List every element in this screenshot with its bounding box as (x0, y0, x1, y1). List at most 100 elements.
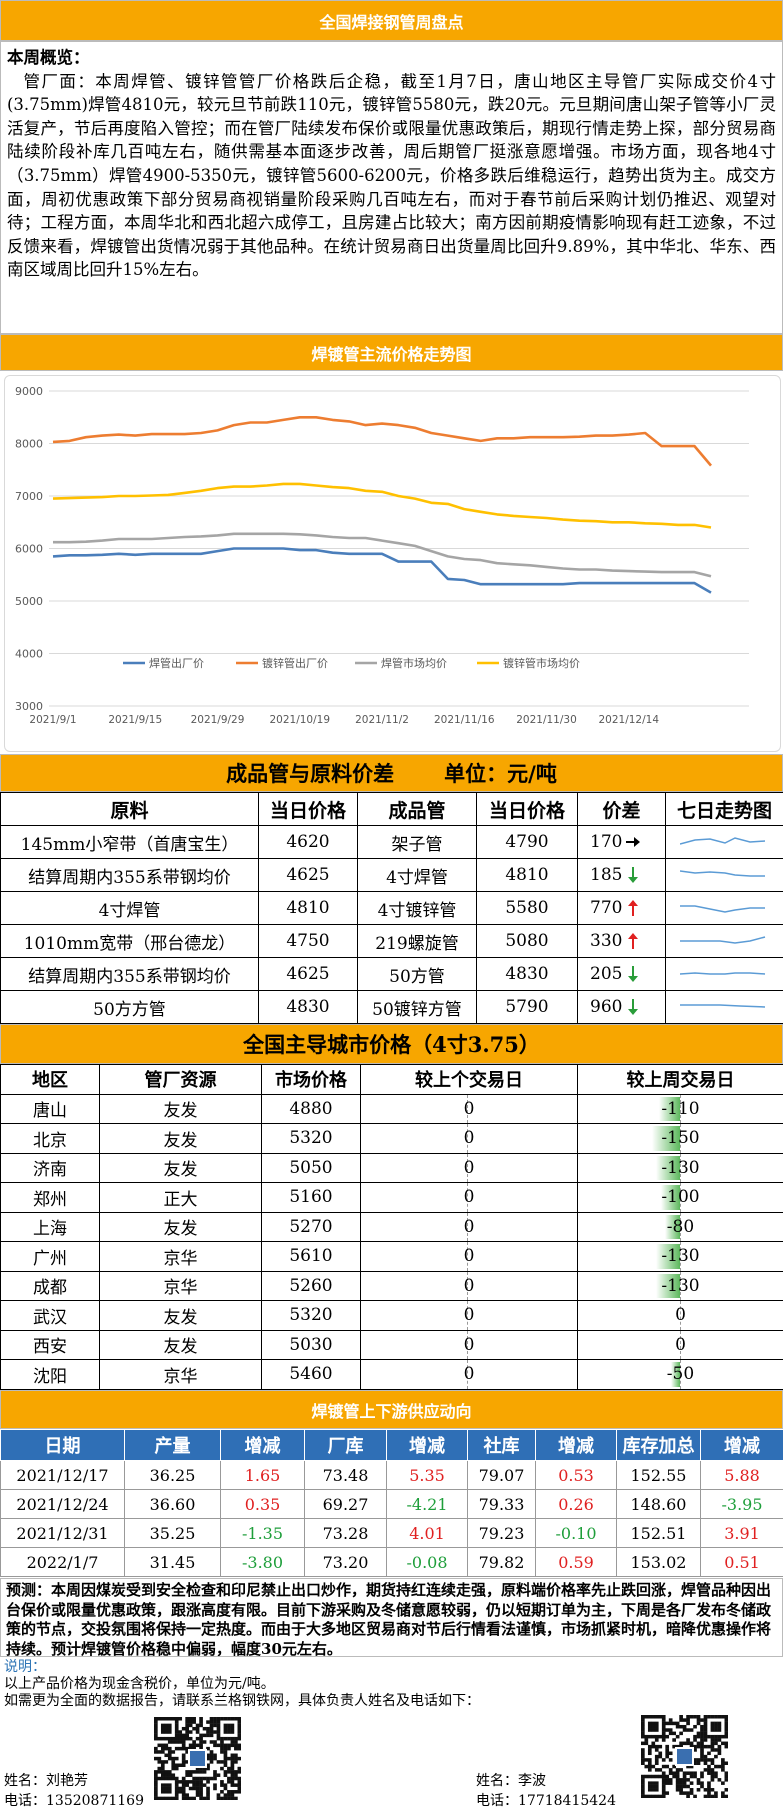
qr-module (641, 1774, 645, 1779)
axis-line (467, 1330, 468, 1359)
supply-section: 日期 产量 增减 厂库 增减 社库 增减 库存加总 增减 2021/12/17 36.25 1.65 7… (0, 1429, 783, 1577)
row: 沈阳 京华 5460 0 -50 (0, 1359, 783, 1390)
qr-module (661, 1771, 666, 1775)
qr-module (199, 1780, 203, 1784)
qr-module (675, 1781, 680, 1785)
qr-module (665, 1791, 670, 1795)
qr-module (185, 1773, 189, 1777)
qr-module (223, 1756, 228, 1761)
qr-module (721, 1781, 725, 1785)
qr-module (679, 1788, 683, 1792)
qr-module (651, 1744, 656, 1749)
change-value: 0 (463, 1216, 475, 1237)
qr-module (700, 1751, 704, 1756)
axis-line (680, 1360, 681, 1389)
qr-module (647, 1758, 652, 1762)
qr-module (213, 1773, 217, 1777)
qr-module (188, 1773, 193, 1777)
qr-module (154, 1726, 158, 1731)
qr-module (714, 1771, 718, 1775)
qr-module (724, 1794, 728, 1798)
qr-module (181, 1786, 186, 1791)
qr-module (174, 1756, 179, 1761)
qr-module (216, 1796, 221, 1800)
qr-module (195, 1766, 200, 1771)
qr-module (185, 1783, 189, 1787)
city-section: 地区 管厂资源 市场价格 较上个交易日 较上周交易日 唐山 友发 4880 0 -110 北京 友发 5… (0, 1064, 783, 1390)
sparkline (679, 905, 765, 913)
qr-module (675, 1734, 680, 1739)
qr-module (717, 1744, 722, 1749)
qr-module (195, 1793, 200, 1797)
qr-module (700, 1738, 704, 1742)
qr-module (223, 1763, 228, 1767)
cell: 0.53 (535, 1460, 617, 1490)
qr-module (689, 1715, 694, 1719)
qr-module (181, 1726, 186, 1731)
qr-module (171, 1740, 176, 1744)
qr-module (160, 1726, 165, 1731)
cell: 79.33 (467, 1489, 536, 1519)
qr-module (164, 1730, 169, 1734)
qr-module (724, 1788, 728, 1792)
city-title: 全国主导城市价格（4寸3.75） (0, 1024, 783, 1064)
cell: 友发 (99, 1123, 262, 1154)
qr-module (721, 1761, 725, 1765)
qr-module (178, 1786, 183, 1791)
qr-module (647, 1728, 652, 1732)
qr-module (178, 1733, 183, 1738)
qr-module (216, 1723, 221, 1728)
cell: 960 (577, 990, 666, 1024)
qr-module (199, 1770, 203, 1774)
qr-module (237, 1723, 241, 1728)
qr-module (647, 1774, 652, 1779)
qr-module (717, 1748, 722, 1752)
qr-module (192, 1783, 196, 1787)
qr-module (167, 1746, 172, 1751)
qr-module (651, 1788, 656, 1792)
header-cell: 管厂资源 (99, 1064, 262, 1095)
qr-module (714, 1728, 718, 1732)
axis-line (680, 1124, 681, 1153)
qr-module (714, 1734, 718, 1739)
qr-module (689, 1728, 694, 1732)
qr-module (216, 1760, 221, 1764)
qr-module (724, 1724, 728, 1729)
qr-module (703, 1754, 708, 1759)
qr-module (714, 1791, 718, 1795)
cell: 170 (577, 825, 666, 859)
qr-module (154, 1720, 158, 1724)
qr-module (724, 1734, 728, 1739)
cell: 济南 (0, 1152, 100, 1183)
qr-module (192, 1720, 196, 1724)
qr-module (700, 1784, 704, 1789)
qr-module (682, 1778, 687, 1782)
qr-module (658, 1734, 663, 1739)
qr-module (686, 1771, 690, 1775)
qr-module (661, 1731, 666, 1736)
y-tick-label: 7000 (15, 490, 43, 503)
cell: 185 (577, 858, 666, 892)
qr-module (160, 1730, 165, 1734)
qr-module (199, 1733, 203, 1738)
axis-line (467, 1183, 468, 1212)
qr-module (199, 1796, 203, 1800)
qr-module (721, 1758, 725, 1762)
header-cell: 产量 (124, 1429, 221, 1461)
qr-module (174, 1717, 179, 1721)
qr-module (227, 1776, 231, 1781)
qr-module (654, 1774, 659, 1779)
series-line (52, 547, 712, 594)
qr-module (220, 1743, 224, 1748)
qr-module (721, 1741, 725, 1746)
qr-module (199, 1746, 203, 1751)
qr-module (213, 1720, 217, 1724)
qr-module (682, 1741, 687, 1746)
spread-title: 成品管与原料价差 (226, 761, 395, 786)
qr-module (171, 1796, 176, 1800)
qr-module (668, 1781, 673, 1785)
qr-module (700, 1748, 704, 1752)
qr-module (644, 1715, 649, 1719)
row: 2021/12/31 35.25 -1.35 73.28 4.01 79.23 -0.10 1… (0, 1518, 783, 1548)
qr-module (167, 1717, 172, 1721)
